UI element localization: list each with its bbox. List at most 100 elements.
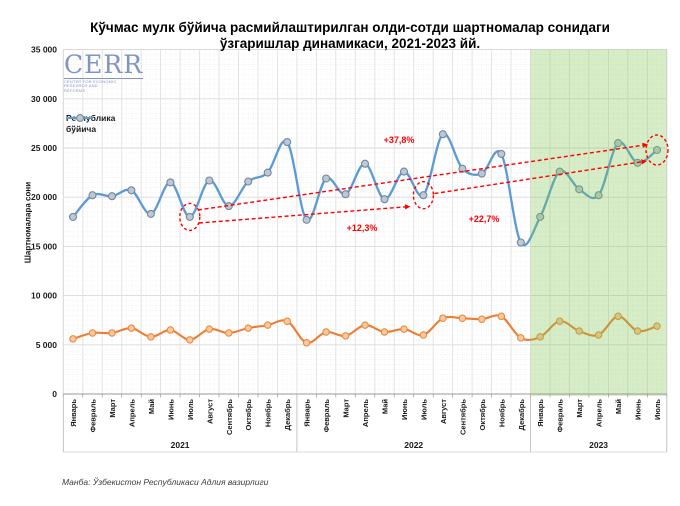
data-point	[205, 176, 214, 185]
data-point	[146, 209, 155, 218]
y-tick-label: 0	[52, 389, 57, 399]
data-point	[244, 177, 253, 186]
x-tick-label: Август	[205, 399, 214, 424]
data-point	[419, 331, 428, 339]
trend-arrow-line	[198, 206, 406, 224]
data-point	[439, 314, 447, 322]
trend-arrow-head	[404, 204, 411, 210]
y-tick-label: 25 000	[31, 143, 57, 153]
y-tick-label: 30 000	[31, 94, 57, 104]
data-point	[555, 167, 564, 176]
data-point	[108, 329, 116, 337]
data-point	[400, 325, 408, 333]
x-tick-label: Август	[439, 399, 448, 424]
data-point	[283, 138, 292, 147]
year-label: 2023	[589, 440, 608, 450]
y-tick-label: 35 000	[31, 45, 57, 55]
highlight-circle	[412, 180, 435, 210]
data-point	[341, 190, 350, 199]
cerr-logo: CERR Center for Economic Research and Re…	[64, 50, 144, 94]
x-tick-label: Октябрь	[244, 399, 253, 431]
highlight-circle	[645, 134, 669, 166]
trend-arrow-line	[434, 161, 642, 195]
data-point	[555, 317, 564, 325]
data-point	[244, 324, 252, 332]
data-point	[127, 324, 136, 332]
data-point	[69, 335, 77, 343]
x-tick-label: Январь	[536, 399, 545, 427]
x-tick-label: Ноябрь	[497, 399, 506, 427]
data-point	[185, 212, 194, 221]
x-tick-label: Февраль	[89, 399, 98, 433]
data-point	[536, 333, 544, 341]
data-point	[399, 167, 409, 176]
data-point	[302, 339, 311, 347]
data-point	[477, 169, 486, 178]
data-point	[458, 314, 467, 322]
y-axis-title: Шартномалара сони	[23, 181, 33, 264]
source-note: Манба: Ўзбекистон Республикаси Адлия ваз…	[62, 477, 269, 487]
growth-label: +37,8%	[384, 135, 415, 145]
data-point	[594, 331, 603, 339]
data-point	[575, 185, 584, 194]
data-point	[614, 139, 623, 148]
x-tick-label: Февраль	[322, 399, 331, 433]
data-point	[575, 327, 583, 335]
trend-arrow-head	[642, 142, 648, 148]
data-point	[594, 191, 603, 200]
y-tick-label: 15 000	[31, 241, 57, 251]
data-point	[517, 334, 525, 342]
x-tick-label: Март	[575, 399, 584, 418]
year-label: 2022	[404, 440, 423, 450]
x-tick-label: Апрель	[127, 399, 136, 427]
cerr-logo-subtext: Center for Economic Research and Reforms	[64, 78, 117, 94]
x-tick-label: Март	[342, 399, 351, 418]
x-tick-label: Июнь	[634, 399, 643, 420]
data-point	[186, 336, 194, 344]
x-tick-label: Сентябрь	[225, 399, 234, 435]
x-tick-label: Июль	[653, 399, 662, 420]
data-point	[614, 312, 622, 321]
data-point	[205, 325, 214, 333]
x-tick-label: Апрель	[595, 399, 604, 427]
data-point	[166, 326, 175, 334]
x-tick-label: Январь	[69, 399, 78, 427]
y-tick-label: 20 000	[31, 192, 57, 202]
x-tick-label: Июнь	[166, 399, 175, 420]
data-point	[166, 178, 175, 187]
growth-label: +12,3%	[347, 223, 378, 233]
year-label: 2021	[171, 440, 190, 450]
data-point	[497, 312, 506, 321]
y-tick-label: 5 000	[36, 340, 58, 350]
x-tick-label: Июнь	[400, 399, 409, 420]
data-point	[360, 159, 370, 168]
data-point	[322, 174, 331, 183]
data-point	[225, 329, 233, 337]
data-point	[516, 238, 525, 247]
growth-label: +22,7%	[469, 214, 500, 224]
x-tick-label: Ноябрь	[264, 399, 273, 427]
data-point	[283, 317, 291, 325]
cerr-logo-text: CERR	[64, 50, 144, 79]
x-tick-label: Май	[381, 399, 390, 415]
data-point	[263, 321, 272, 329]
x-tick-label: Июль	[186, 399, 195, 420]
x-tick-label: Март	[108, 399, 117, 418]
data-point	[633, 327, 642, 335]
highlight-circle	[179, 202, 201, 232]
x-tick-label: Июль	[419, 399, 428, 420]
data-point	[380, 195, 389, 204]
data-point	[478, 315, 486, 323]
data-point	[107, 192, 117, 201]
x-tick-label: Сентябрь	[458, 399, 467, 435]
trend-arrow-head	[641, 159, 647, 165]
data-point	[419, 191, 428, 200]
x-tick-label: Декабрь	[517, 399, 526, 431]
chart-title: Кўчмас мулк бўйича расмийлаштирилган олд…	[90, 20, 610, 52]
data-point	[263, 168, 272, 177]
legend: Республика бўйича	[66, 113, 115, 135]
data-point	[88, 191, 97, 200]
data-point	[147, 333, 155, 341]
